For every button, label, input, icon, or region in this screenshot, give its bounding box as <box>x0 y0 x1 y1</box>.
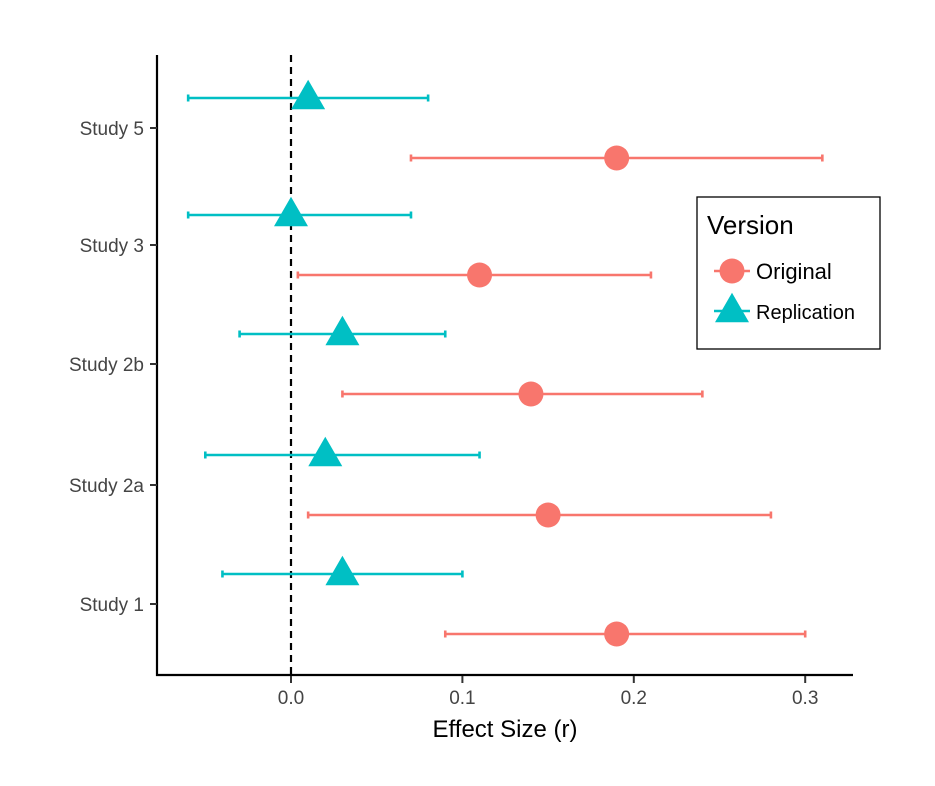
point-replication-study-1 <box>325 555 360 586</box>
legend-items: Original Replication <box>714 258 855 324</box>
legend-key-triangle <box>715 292 749 323</box>
series-original <box>296 145 824 647</box>
x-tick-label: 0.3 <box>792 688 818 709</box>
chart-marks <box>186 55 824 675</box>
x-axis-ticks: 0.0 0.1 0.2 0.3 <box>278 676 818 709</box>
point-original-study-5 <box>604 145 630 171</box>
x-axis-title: Effect Size (r) <box>433 716 578 743</box>
legend-label: Replication <box>756 302 855 324</box>
point-original-study-3 <box>467 262 493 288</box>
legend-item-replication: Replication <box>714 292 855 324</box>
legend-item-original: Original <box>714 258 832 284</box>
x-tick-label: 0.1 <box>449 688 475 709</box>
y-axis-ticks: Study 5 Study 3 Study 2b Study 2a Study 1 <box>69 119 157 616</box>
point-replication-study-5 <box>291 79 326 110</box>
y-tick-label: Study 5 <box>80 119 144 140</box>
y-tick-label: Study 3 <box>80 236 144 257</box>
x-tick-label: 0.2 <box>621 688 647 709</box>
point-replication-study-3 <box>274 196 308 227</box>
point-original-study-1 <box>604 621 630 647</box>
y-tick-label: Study 2b <box>69 355 144 376</box>
legend-key-circle <box>719 258 745 284</box>
y-tick-label: Study 1 <box>80 595 144 616</box>
point-original-study-2a <box>535 502 561 528</box>
x-tick-label: 0.0 <box>278 688 304 709</box>
point-replication-study-2a <box>308 436 343 467</box>
series-replication <box>186 79 481 586</box>
y-tick-label: Study 2a <box>69 476 144 497</box>
point-original-study-2b <box>518 381 544 407</box>
legend-title: Version <box>707 210 794 240</box>
legend: Version Original Replication <box>696 196 881 350</box>
legend-label: Original <box>756 259 832 284</box>
point-replication-study-2b <box>325 315 360 346</box>
